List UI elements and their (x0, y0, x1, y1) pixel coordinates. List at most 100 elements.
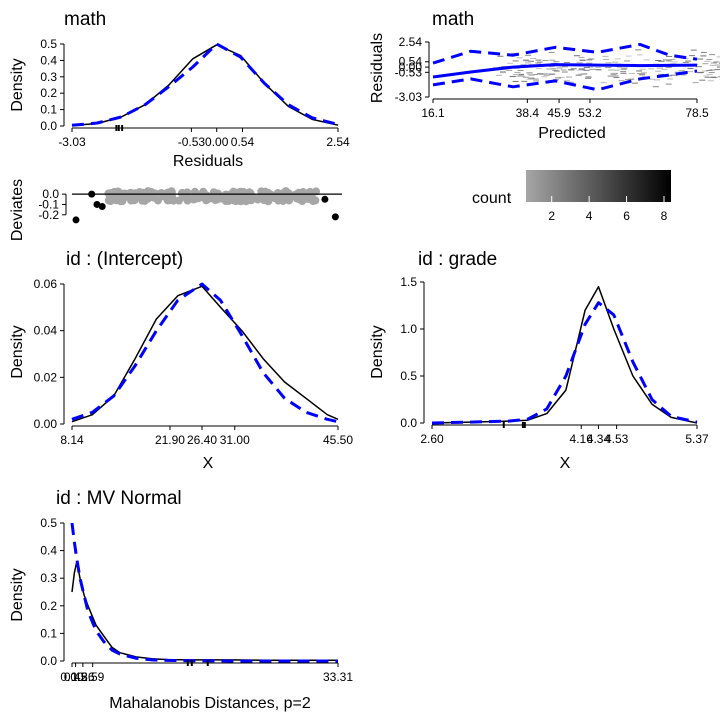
count-legend-tick-label: 6 (623, 209, 630, 223)
p3-deviate-point (168, 194, 177, 203)
p6-x-tick-label: 0.00 (60, 670, 84, 684)
panel-grade-density-plot: 2.60 4.164.344.53 5.37 0.0 0.5 1.0 1.5 (400, 275, 709, 446)
panel-intercept-density-xlabel: X (203, 455, 214, 472)
p5-y-tick-label: 1.0 (400, 322, 417, 336)
p1-y-tick-label: 0.1 (40, 103, 57, 117)
p2-x-tick-label: 53.2 (578, 106, 602, 120)
panel-math-residuals-ylabel: Residuals (369, 33, 386, 103)
panel-grade-density-title: id : grade (418, 249, 497, 270)
count-legend-colorbar (526, 170, 671, 202)
panel-mv-normal-density-title: id : MV Normal (56, 488, 182, 509)
panel-mv-normal-density: id : MV Normal Density Mahalanobis Dista… (9, 488, 353, 712)
p3-deviate-point (284, 195, 293, 204)
p1-y-tick-label: 0.5 (40, 37, 57, 51)
p3-deviate-point (308, 193, 317, 202)
p3-outlier-point (321, 195, 329, 203)
p6-x-tick-label: 33.31 (323, 670, 353, 684)
p6-density-curve (71, 560, 338, 661)
p2-x-tick-label: 78.5 (685, 106, 709, 120)
p3-deviate-point (311, 187, 320, 196)
p6-normal-curve (70, 522, 338, 663)
p5-x-tick-label: 4.34 (587, 432, 611, 446)
p6-y-tick-label: 0.5 (40, 516, 57, 530)
p3-deviate-point (245, 188, 254, 197)
p3-outlier-point (98, 203, 106, 211)
p2-quantile-band (432, 42, 698, 65)
panel-math-residuals: math Residuals Predicted 16.1 38.4 45.9 53.… (369, 9, 720, 142)
p1-x-tick-label: -0.53 (178, 135, 206, 149)
p3-deviate-point (183, 196, 192, 205)
p2-y-tick-label: 0.00 (399, 60, 423, 74)
p6-y-tick-label: 0.4 (40, 544, 57, 558)
p3-outlier-point (72, 216, 80, 224)
p5-normal-curve (431, 301, 698, 425)
p1-y-tick-label: 0.4 (40, 53, 57, 67)
p2-quantile-band (432, 69, 698, 92)
p2-y-tick-label: 2.54 (399, 35, 423, 49)
p1-x-tick-label: 0.00 (205, 135, 229, 149)
p5-x-tick-label: 4.16 (570, 432, 594, 446)
p5-y-tick-label: 0.0 (400, 416, 417, 430)
p1-y-tick-label: 0.3 (40, 70, 57, 84)
panel-mv-normal-density-ylabel: Density (9, 568, 26, 621)
panel-intercept-density-plot: 8.14 21.90 26.40 31.00 45.50 0.00 0.02 0.04 0.06 (34, 277, 354, 447)
p5-x-tick-label: 4.53 (605, 432, 629, 446)
p3-y-tick-label: -0.2 (38, 208, 59, 222)
p5-y-tick-label: 1.5 (400, 275, 417, 289)
panel-math-density-xlabel: Residuals (173, 153, 243, 170)
p2-y-tick-label: -0.53 (395, 65, 423, 79)
panel-deviates-plot: 0.0-0.1-0.2 (38, 187, 342, 224)
p3-y-tick-label: -0.1 (38, 197, 59, 211)
p3-deviate-point (177, 189, 186, 198)
panel-deviates-ylabel: Deviates (9, 179, 26, 241)
p3-deviate-point (116, 197, 125, 206)
p4-x-tick-label: 45.50 (323, 433, 353, 447)
p1-normal-curve (71, 42, 339, 127)
p1-x-tick-label: -3.03 (58, 135, 86, 149)
p3-deviate-point (247, 196, 256, 205)
p1-x-tick-label: 0.54 (231, 135, 255, 149)
panel-grade-density: id : grade Density X 2.60 4.164.344.53 5.3… (369, 249, 709, 472)
p6-y-tick-label: 0.0 (40, 654, 57, 668)
p3-outlier-point (88, 190, 96, 198)
p3-deviate-point (211, 196, 220, 205)
panel-mv-normal-density-xlabel: Mahalanobis Distances, p=2 (109, 695, 311, 712)
p5-density-curve (431, 285, 698, 424)
p2-x-tick-label: 38.4 (516, 106, 540, 120)
count-legend-ticks: 2 4 6 8 (548, 196, 668, 223)
count-legend-tick-label: 8 (661, 209, 668, 223)
p5-x-tick-label: 5.37 (685, 432, 709, 446)
p4-y-tick-label: 0.04 (34, 324, 58, 338)
p4-density-curve (71, 285, 339, 423)
panel-mv-normal-density-plot: 0.000.451.362.59 33.31 0.0 0.1 0.2 0.3 0.4 0.5 (40, 516, 353, 684)
p3-outlier-point (331, 213, 339, 221)
p2-x-tick-label: 16.1 (421, 106, 445, 120)
count-legend-title: count (472, 190, 512, 207)
count-legend-tick-label: 4 (586, 209, 593, 223)
p1-y-tick-label: 0.2 (40, 86, 57, 100)
p6-y-tick-label: 0.3 (40, 571, 57, 585)
panel-math-residuals-plot: 16.1 38.4 45.9 53.2 78.5 2.54 0.540.00-0.53 -3.… (395, 35, 720, 120)
p4-normal-curve (71, 282, 339, 424)
p3-deviate-point (190, 194, 199, 203)
panel-grade-density-xlabel: X (560, 455, 571, 472)
p6-y-tick-label: 0.2 (40, 599, 57, 613)
p3-deviate-point (264, 195, 273, 204)
p5-y-tick-label: 0.5 (400, 369, 417, 383)
p5-x-tick-label: 2.60 (420, 432, 444, 446)
p3-y-tick-label: 0.0 (42, 187, 59, 201)
p4-x-tick-label: 21.90 (155, 433, 185, 447)
panel-intercept-density: id : (Intercept) Density X 8.14 21.90 26.4… (9, 249, 353, 472)
p3-deviate-point (270, 194, 279, 203)
p2-y-tick-label: -3.03 (395, 90, 423, 104)
p4-y-tick-label: 0.06 (34, 277, 58, 291)
p3-deviate-point (300, 192, 309, 201)
p4-x-tick-label: 31.00 (220, 433, 250, 447)
p4-x-tick-label: 26.40 (187, 433, 217, 447)
panel-deviates: Deviates 0.0-0.1-0.2 (9, 179, 342, 241)
panel-math-density-ylabel: Density (9, 58, 26, 111)
p6-x-tick-label: 1.36 (71, 670, 95, 684)
panel-math-residuals-xlabel: Predicted (538, 125, 606, 142)
p3-deviate-point (231, 196, 240, 205)
